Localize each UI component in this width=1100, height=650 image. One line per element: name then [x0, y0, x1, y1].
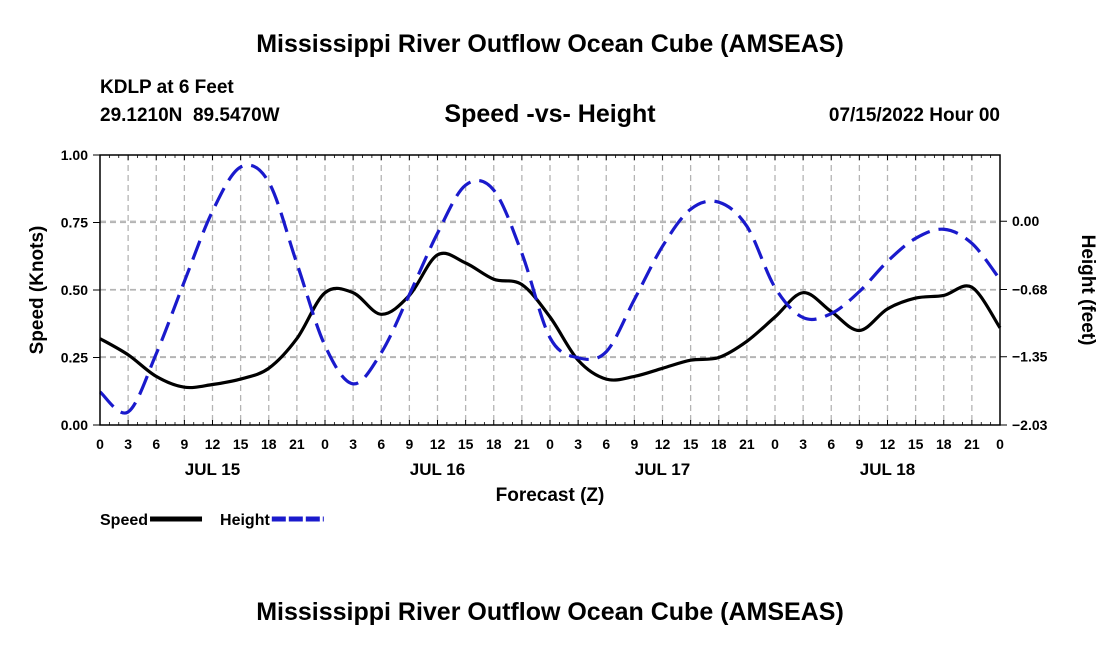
day-label: JUL 18 — [860, 460, 915, 479]
x-tick-label: 12 — [430, 436, 446, 452]
x-tick-label: 0 — [996, 436, 1004, 452]
x-tick-label: 12 — [880, 436, 896, 452]
x-tick-label: 21 — [289, 436, 305, 452]
x-tick-label: 18 — [936, 436, 952, 452]
x-tick-label: 15 — [908, 436, 924, 452]
x-tick-label: 0 — [321, 436, 329, 452]
axis-ticks — [93, 154, 1007, 426]
legend-label-speed: Speed — [100, 512, 148, 529]
x-tick-label: 6 — [827, 436, 835, 452]
x-tick-label: 0 — [546, 436, 554, 452]
y-right-axis-title: Height (feet) — [1077, 235, 1098, 346]
x-tick-label: 0 — [96, 436, 104, 452]
x-tick-label: 3 — [574, 436, 582, 452]
x-tick-label: 12 — [205, 436, 221, 452]
footer-title: Mississippi River Outflow Ocean Cube (AM… — [256, 598, 844, 626]
y-right-tick-label: −0.68 — [1012, 281, 1048, 297]
y-right-tick-label: −1.35 — [1012, 349, 1048, 365]
series-layer — [98, 163, 1002, 415]
x-tick-label: 18 — [711, 436, 727, 452]
x-tick-label: 18 — [261, 436, 277, 452]
y-left-tick-label: 0.25 — [61, 350, 88, 366]
series-line-speed — [99, 251, 1002, 390]
forecast-run-time: 07/15/2022 Hour 00 — [828, 105, 1000, 126]
y-right-tick-label: 0.00 — [1012, 213, 1039, 229]
x-tick-label: 18 — [486, 436, 502, 452]
x-tick-label: 15 — [683, 436, 699, 452]
chart-subtitle: Speed -vs- Height — [444, 100, 656, 128]
x-tick-label: 6 — [152, 436, 160, 452]
y-left-tick-label: 0.75 — [61, 215, 88, 231]
day-label: JUL 16 — [410, 460, 465, 479]
x-tick-label: 15 — [233, 436, 249, 452]
x-tick-label: 9 — [630, 436, 638, 452]
x-tick-label: 9 — [855, 436, 863, 452]
x-tick-label: 12 — [655, 436, 671, 452]
x-tick-label: 9 — [180, 436, 188, 452]
x-tick-label: 3 — [799, 436, 807, 452]
day-label: JUL 17 — [635, 460, 690, 479]
y-left-tick-label: 1.00 — [61, 147, 88, 163]
x-tick-label: 6 — [377, 436, 385, 452]
legend-label-height: Height — [220, 512, 270, 529]
axis-labels: 0 3 6 9 12 15 18 21 0 3 6 9 12 15 18 21 0 3 6 9 12 15 18 21 0 3 6 9… — [27, 147, 1098, 506]
x-tick-label: 0 — [771, 436, 779, 452]
day-label: JUL 15 — [185, 460, 240, 479]
legend: Speed Height — [100, 512, 324, 529]
x-axis-title: Forecast (Z) — [496, 485, 605, 506]
x-tick-label: 9 — [405, 436, 413, 452]
y-right-tick-label: −2.03 — [1012, 417, 1048, 433]
y-left-tick-label: 0.00 — [61, 417, 88, 433]
grid — [100, 155, 1000, 425]
station-label: KDLP at 6 Feet — [100, 77, 234, 98]
x-tick-label: 21 — [514, 436, 530, 452]
station-coordinates: 29.1210N 89.5470W — [100, 105, 280, 126]
x-tick-label: 21 — [739, 436, 755, 452]
x-tick-label: 6 — [602, 436, 610, 452]
y-left-tick-label: 0.50 — [61, 282, 88, 298]
y-left-axis-title: Speed (Knots) — [27, 226, 48, 355]
x-tick-label: 3 — [349, 436, 357, 452]
x-tick-label: 15 — [458, 436, 474, 452]
x-tick-label: 3 — [124, 436, 132, 452]
x-tick-label: 21 — [964, 436, 980, 452]
main-title: Mississippi River Outflow Ocean Cube (AM… — [256, 30, 844, 58]
